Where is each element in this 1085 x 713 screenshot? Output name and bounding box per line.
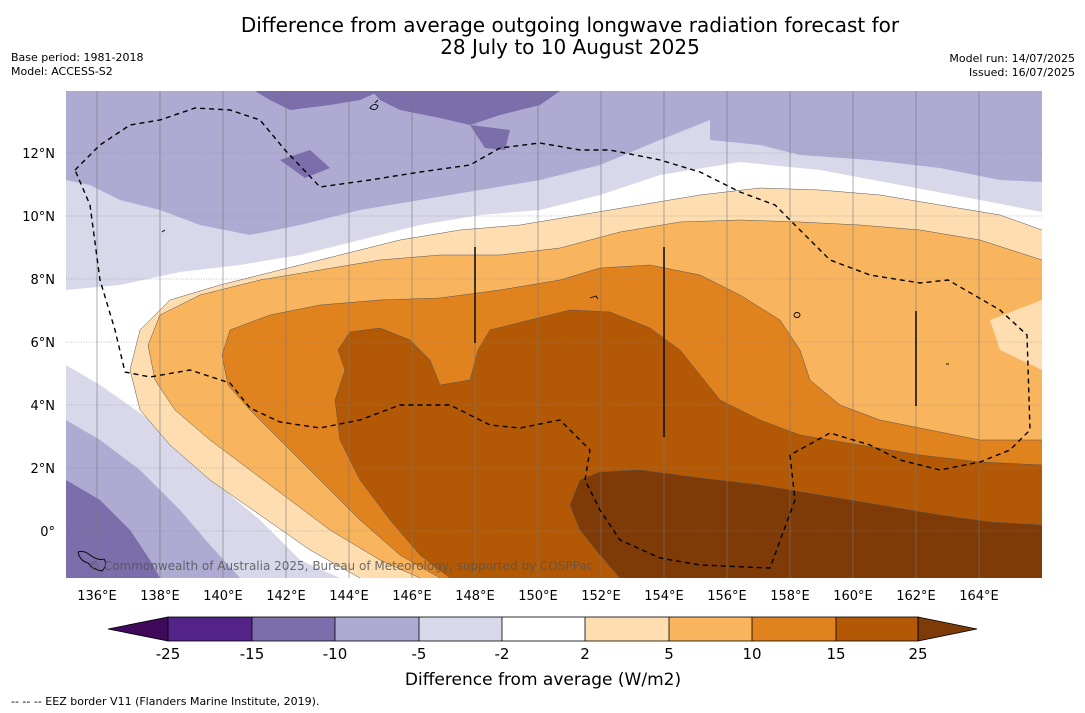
lon-tick-148E: 148°E (455, 589, 495, 604)
eez-footnote: -- -- -- EEZ border V11 (Flanders Marine… (11, 695, 320, 708)
colorbar-label-10: 10 (742, 645, 761, 663)
colorbar-swatch-5 (502, 617, 585, 641)
colorbar-label-neg2: -2 (495, 645, 510, 663)
colorbar-label-neg5: -5 (412, 645, 427, 663)
lat-tick-4N: 4°N (31, 399, 56, 414)
colorbar-extend-high (917, 616, 978, 642)
colorbar-swatch-9 (836, 617, 918, 641)
lon-tick-164E: 164°E (959, 589, 999, 604)
lat-tick-6N: 6°N (31, 336, 56, 351)
metadata-left: Base period: 1981-2018 Model: ACCESS-S2 (11, 51, 143, 79)
island-outlines (77, 99, 949, 572)
lon-tick-162E: 162°E (896, 589, 936, 604)
colorbar-extend-low (107, 616, 169, 642)
lat-tick-2N: 2°N (31, 462, 56, 477)
copyright-watermark: © Commonwealth of Australia 2025, Bureau… (88, 559, 593, 573)
colorbar-label-2: 2 (580, 645, 590, 663)
boundary-lines (474, 247, 917, 437)
base-period: Base period: 1981-2018 (11, 51, 144, 64)
colorbar-label-neg10: -10 (323, 645, 348, 663)
colorbar: -25 -15 -10 -5 -2 2 5 10 15 25 Differenc… (107, 616, 978, 690)
colorbar-swatch-8 (752, 617, 836, 641)
colorbar-swatch-4 (419, 617, 502, 641)
lon-tick-138E: 138°E (140, 589, 180, 604)
issued-date: Issued: 16/07/2025 (968, 66, 1075, 79)
contour-lines (129, 187, 1042, 578)
lon-tick-labels: 136°E 138°E 140°E 142°E 144°E 146°E 148°… (77, 589, 999, 604)
colorbar-label-neg25: -25 (156, 645, 181, 663)
colorbar-label-15: 15 (826, 645, 845, 663)
lon-tick-146E: 146°E (392, 589, 432, 604)
title-line-1: Difference from average outgoing longwav… (240, 13, 900, 37)
lon-tick-154E: 154°E (644, 589, 684, 604)
lon-gridlines (96, 91, 980, 578)
lat-tick-0: 0° (40, 525, 55, 540)
lat-tick-8N: 8°N (31, 273, 56, 288)
lon-tick-140E: 140°E (203, 589, 243, 604)
colorbar-label-neg15: -15 (240, 645, 265, 663)
colorbar-swatch-7 (669, 617, 752, 641)
lat-tick-12N: 12°N (22, 147, 55, 162)
lon-tick-156E: 156°E (707, 589, 747, 604)
metadata-right: Model run: 14/07/2025 Issued: 16/07/2025 (949, 52, 1075, 80)
lon-tick-144E: 144°E (329, 589, 369, 604)
title-line-2: 28 July to 10 August 2025 (440, 35, 700, 59)
colorbar-swatch-6 (585, 617, 669, 641)
anomaly-band-mid-purple (66, 91, 1042, 235)
lon-tick-150E: 150°E (518, 589, 558, 604)
eez-border (74, 107, 1031, 569)
lon-tick-136E: 136°E (77, 589, 117, 604)
map-title: Difference from average outgoing longwav… (0, 14, 1085, 58)
lat-gridlines (66, 152, 1042, 532)
colorbar-swatch-3 (335, 617, 419, 641)
colorbar-title: Difference from average (W/m2) (405, 670, 681, 690)
colorbar-swatch-1 (168, 617, 252, 641)
model-run: Model run: 14/07/2025 (949, 52, 1075, 65)
lon-tick-142E: 142°E (266, 589, 306, 604)
anomaly-band-gt25 (570, 470, 1042, 578)
lon-tick-158E: 158°E (770, 589, 810, 604)
lon-tick-160E: 160°E (833, 589, 873, 604)
colorbar-label-25: 25 (908, 645, 927, 663)
colorbar-label-5: 5 (664, 645, 674, 663)
colorbar-swatch-2 (252, 617, 335, 641)
anomaly-band-dark-purple-n2 (372, 91, 560, 125)
lat-tick-labels: 12°N 10°N 8°N 6°N 4°N 2°N 0° (22, 147, 55, 540)
anomaly-band-dark-purple-sw (66, 480, 160, 578)
lon-tick-152E: 152°E (581, 589, 621, 604)
anomaly-band-dark-purple-n3 (470, 125, 510, 150)
model-name: Model: ACCESS-S2 (11, 65, 113, 78)
lat-tick-10N: 10°N (22, 210, 55, 225)
anomaly-map: © Commonwealth of Australia 2025, Bureau… (66, 91, 1042, 578)
